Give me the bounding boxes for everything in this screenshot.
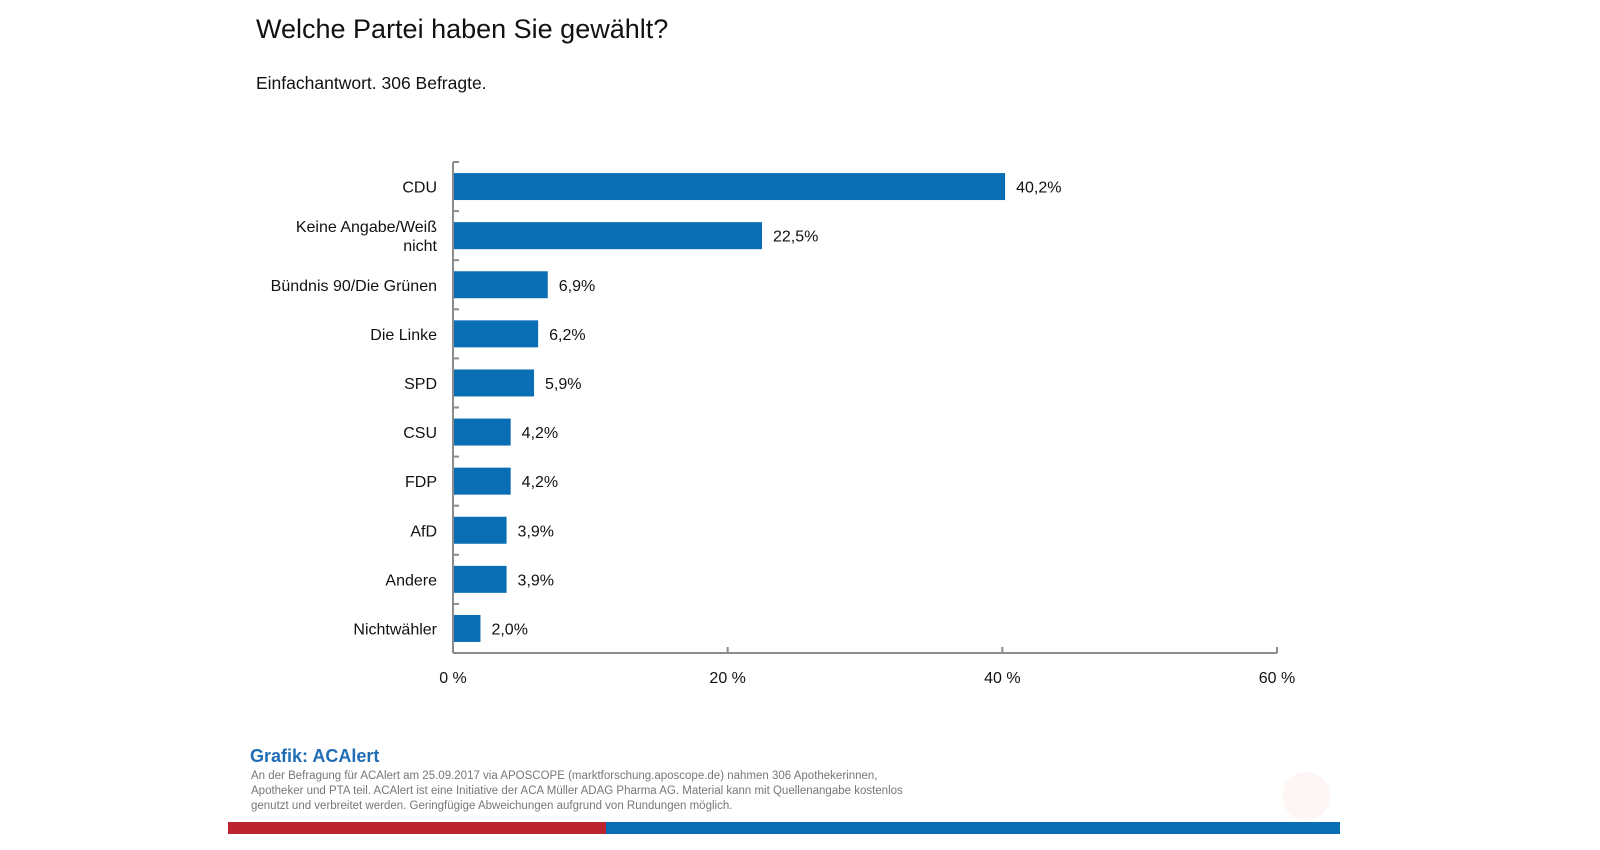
bar bbox=[454, 516, 507, 544]
value-label: 6,9% bbox=[559, 278, 595, 295]
value-label: 2,0% bbox=[491, 621, 527, 638]
value-label: 4,2% bbox=[522, 474, 558, 491]
axes bbox=[452, 161, 1278, 654]
bar bbox=[454, 467, 511, 495]
source-title: Grafik: ACAlert bbox=[250, 746, 380, 766]
x-tick-label: 0 % bbox=[439, 670, 467, 687]
chart-title: Welche Partei haben Sie gewählt? bbox=[256, 14, 669, 44]
category-label: SPD bbox=[404, 376, 437, 393]
value-label: 3,9% bbox=[518, 572, 554, 589]
faint-circle-decoration bbox=[1282, 772, 1330, 820]
category-label: Bündnis 90/Die Grünen bbox=[271, 278, 437, 295]
category-label-line: nicht bbox=[403, 238, 437, 255]
bars bbox=[454, 173, 1006, 642]
x-tick-label: 20 % bbox=[709, 670, 745, 687]
bar bbox=[454, 369, 535, 397]
bar-chart: 0 % 20 % 40 % 60 % 40,2% CDU 22,5% Keine Angabe… bbox=[271, 161, 1296, 687]
category-label: Die Linke bbox=[370, 327, 437, 344]
bar bbox=[454, 173, 1006, 201]
value-label: 3,9% bbox=[518, 523, 554, 540]
category-label: Keine Angabe/Weiß nicht bbox=[296, 219, 438, 255]
bar bbox=[454, 418, 511, 446]
x-tick-label: 40 % bbox=[984, 670, 1020, 687]
category-label-line: CDU bbox=[402, 180, 437, 197]
category-label: AfD bbox=[410, 523, 437, 540]
category-label-line: Die Linke bbox=[370, 327, 437, 344]
category-label: CSU bbox=[403, 425, 437, 442]
value-label: 22,5% bbox=[773, 229, 818, 246]
bar bbox=[454, 614, 481, 642]
category-label: Nichtwähler bbox=[353, 621, 437, 638]
bar bbox=[454, 320, 539, 348]
bar bbox=[454, 222, 762, 250]
value-label: 4,2% bbox=[522, 425, 558, 442]
footer-accent-blue bbox=[606, 822, 1340, 834]
labels: 0 % 20 % 40 % 60 % 40,2% CDU 22,5% Keine Angabe… bbox=[271, 180, 1296, 687]
category-label-line: FDP bbox=[405, 474, 437, 491]
footer-accent-red bbox=[228, 822, 606, 834]
category-label-line: Nichtwähler bbox=[353, 621, 437, 638]
category-label: CDU bbox=[402, 180, 437, 197]
category-label-line: Keine Angabe/Weiß bbox=[296, 219, 437, 236]
source-note: An der Befragung für ACAlert am 25.09.20… bbox=[251, 770, 903, 812]
category-label: FDP bbox=[405, 474, 437, 491]
value-label: 6,2% bbox=[549, 327, 585, 344]
category-label: Andere bbox=[385, 572, 437, 589]
bar bbox=[454, 271, 548, 299]
category-label-line: Andere bbox=[385, 572, 437, 589]
chart-subtitle: Einfachantwort. 306 Befragte. bbox=[256, 73, 487, 93]
value-label: 5,9% bbox=[545, 376, 581, 393]
bar bbox=[454, 565, 507, 593]
category-label-line: Bündnis 90/Die Grünen bbox=[271, 278, 437, 295]
value-label: 40,2% bbox=[1016, 180, 1061, 197]
category-label-line: CSU bbox=[403, 425, 437, 442]
category-label-line: SPD bbox=[404, 376, 437, 393]
category-label-line: AfD bbox=[410, 523, 437, 540]
x-tick-label: 60 % bbox=[1259, 670, 1295, 687]
